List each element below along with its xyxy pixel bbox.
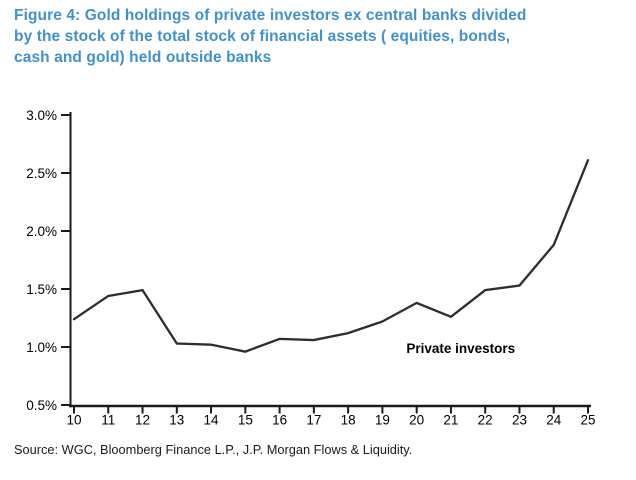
- x-tick-label: 11: [101, 413, 115, 428]
- x-tick-label: 24: [546, 413, 562, 428]
- figure-title-line-1: Figure 4: Gold holdings of private inves…: [14, 7, 527, 24]
- x-tick-label: 25: [580, 413, 595, 428]
- x-tick-label: 13: [169, 413, 184, 428]
- x-tick-label: 22: [478, 413, 493, 428]
- figure-title-line-3: cash and gold) held outside banks: [14, 49, 272, 66]
- y-tick-label: 0.5%: [26, 398, 57, 413]
- x-tick-label: 18: [341, 413, 356, 428]
- x-tick-label: 20: [409, 413, 424, 428]
- series-annotation: Private investors: [406, 341, 515, 356]
- figure-title: Figure 4: Gold holdings of private inves…: [14, 5, 614, 68]
- x-tick-label: 10: [66, 413, 81, 428]
- source-note: Source: WGC, Bloomberg Finance L.P., J.P…: [14, 442, 413, 457]
- y-tick-label: 2.0%: [26, 224, 57, 239]
- y-tick-label: 1.0%: [26, 340, 57, 355]
- x-tick-label: 16: [272, 413, 287, 428]
- series-line-private-investors: [72, 159, 590, 353]
- x-tick-label: 19: [375, 413, 390, 428]
- x-tick-label: 21: [443, 413, 458, 428]
- x-tick-label: 12: [135, 413, 150, 428]
- figure-title-line-2: by the stock of the total stock of finan…: [14, 28, 511, 45]
- x-tick-label: 15: [238, 413, 253, 428]
- x-tick-label: 23: [512, 413, 527, 428]
- y-tick-label: 1.5%: [26, 282, 57, 297]
- y-tick-label: 2.5%: [26, 166, 57, 181]
- y-tick-label: 3.0%: [26, 108, 57, 123]
- x-tick-label: 17: [306, 413, 321, 428]
- x-tick-label: 14: [204, 413, 220, 428]
